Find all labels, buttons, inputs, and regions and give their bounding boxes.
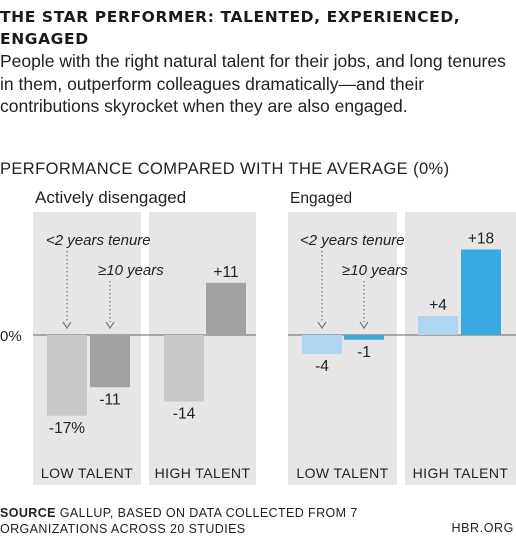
bar-short-tenure [164,335,204,402]
chart-title: THE STAR PERFORMER: TALENTED, EXPERIENCE… [0,8,461,48]
arrow-head-icon [105,321,115,330]
bar-long-tenure [90,335,130,388]
chart-subtitle: People with the right natural talent for… [0,51,506,116]
category-label: HIGH TALENT [155,465,251,481]
baseline-label: 0% [0,328,22,345]
source-label: SOURCE [0,506,56,520]
performance-heading: PERFORMANCE COMPARED WITH THE AVERAGE (0… [0,160,450,178]
category-label: LOW TALENT [41,465,133,481]
arrow-head-icon [62,321,72,330]
category-label: LOW TALENT [296,465,388,481]
bar-short-tenure [418,316,458,335]
series-label-short-tenure: <2 years tenure [300,232,405,249]
arrow-head-icon [317,321,327,330]
bar-value-label: -4 [315,358,329,375]
bar-short-tenure [47,335,87,416]
bar-long-tenure [461,249,501,335]
bar-long-tenure [206,282,246,335]
bar-value-label: +11 [213,264,238,281]
bar-value-label: -14 [173,406,196,423]
bar-value-label: -17% [49,420,85,437]
bar-value-label: -11 [99,391,120,408]
bar-chart: Actively disengaged Engaged 0% -17% -11 LOW T… [0,188,516,485]
bar-value-label: -1 [357,344,371,361]
bar-short-tenure [302,335,342,354]
series-label-short-tenure: <2 years tenure [46,232,151,249]
group-title: Actively disengaged [35,188,186,207]
bar-long-tenure [344,335,384,340]
series-label-long-tenure: ≥10 years [342,262,408,279]
bar-value-label: +18 [468,231,494,248]
series-label-long-tenure: ≥10 years [98,262,164,279]
category-label: HIGH TALENT [413,465,509,481]
brand-label: HBR.ORG [451,521,514,535]
source-note: SOURCE GALLUP, BASED ON DATA COLLECTED F… [0,505,380,537]
arrow-head-icon [359,321,369,330]
source-text: GALLUP, BASED ON DATA COLLECTED FROM 7 O… [0,506,358,536]
bar-value-label: +4 [429,297,447,314]
group-title: Engaged [290,190,352,207]
